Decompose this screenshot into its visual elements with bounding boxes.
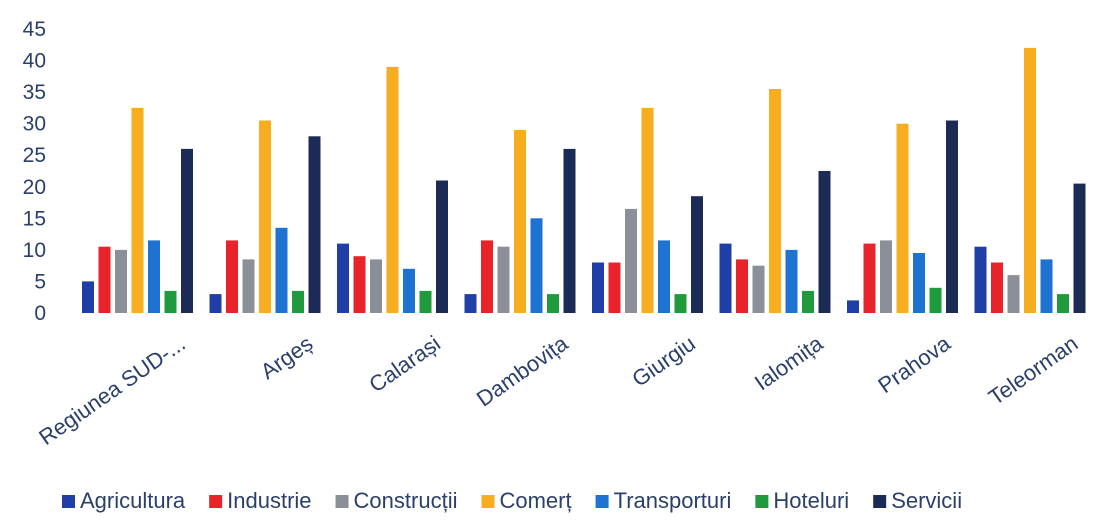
y-tick-label: 25 (23, 144, 46, 167)
bar-agricultura (464, 294, 477, 313)
bar-transporturi (658, 240, 670, 313)
x-axis: Regiunea SUD-... Argeș Calarași Dambovița Gi… (34, 330, 1082, 450)
bar-industrie (736, 259, 748, 313)
legend-swatch (335, 495, 349, 508)
legend-swatch (481, 495, 495, 508)
bar-hoteluri (419, 290, 432, 313)
legend-swatch (595, 495, 609, 508)
x-tick-label: Giurgiu (627, 331, 699, 392)
bar-agricultura (337, 243, 349, 313)
y-tick-label: 10 (23, 239, 46, 262)
x-tick-label: Prahova (873, 330, 955, 398)
bar-comer- (514, 130, 526, 313)
bar-hoteluri (674, 294, 687, 313)
bar-construc-ii (625, 208, 637, 313)
bar-comer- (259, 120, 271, 313)
bar-transporturi (913, 253, 925, 313)
legend-label: Transporturi (614, 488, 732, 513)
y-tick-label: 5 (34, 270, 46, 293)
bar-agricultura (592, 262, 604, 313)
bar-industrie (608, 262, 621, 313)
x-tick-label: Regiunea SUD-... (34, 331, 190, 450)
bar-comer- (769, 89, 781, 313)
y-tick-label: 45 (23, 18, 46, 41)
bar-hoteluri (1057, 294, 1069, 313)
bar-transporturi (785, 249, 798, 313)
y-tick-label: 20 (23, 176, 46, 199)
y-tick-label: 30 (23, 113, 46, 136)
bar-comer- (1024, 47, 1036, 314)
legend: Agricultura Industrie Construcții Comerț Tra… (62, 488, 962, 513)
bar-agricultura (847, 300, 859, 313)
bar-agricultura (719, 243, 732, 313)
bar-comer- (896, 123, 909, 313)
y-axis: 0 5 10 15 20 25 30 35 40 45 (23, 18, 46, 325)
bar-construc-ii (242, 259, 255, 313)
legend-label: Construcții (354, 488, 458, 513)
bar-servicii (308, 136, 321, 313)
bar-servicii (181, 148, 193, 313)
bar-comer- (386, 66, 399, 314)
bar-transporturi (148, 240, 160, 313)
legend-swatch (209, 495, 223, 508)
bar-servicii (946, 120, 958, 313)
x-tick-label: Dambovița (472, 330, 573, 411)
bar-hoteluri (292, 290, 304, 313)
legend-label: Industrie (227, 488, 311, 513)
bar-transporturi (275, 227, 288, 313)
bar-industrie (481, 240, 493, 313)
x-tick-label: Argeș (256, 331, 317, 384)
legend-swatch (873, 495, 887, 508)
bar-agricultura (209, 294, 222, 313)
bar-servicii (1073, 183, 1086, 313)
bar-construc-ii (370, 259, 382, 313)
y-tick-label: 40 (23, 50, 46, 73)
y-tick-label: 35 (23, 81, 46, 104)
bar-construc-ii (752, 265, 765, 313)
bar-transporturi (530, 218, 543, 313)
bar-servicii (436, 180, 448, 313)
legend-label: Servicii (891, 488, 962, 513)
bar-transporturi (403, 268, 415, 313)
y-tick-label: 0 (34, 302, 46, 325)
bar-construc-ii (1007, 275, 1020, 313)
bar-industrie (863, 243, 876, 313)
bar-construc-ii (880, 240, 892, 313)
legend-swatch (62, 495, 75, 508)
bar-servicii (563, 148, 576, 313)
bar-hoteluri (547, 294, 559, 313)
x-tick-label: Calarași (364, 331, 444, 398)
bar-transporturi (1040, 259, 1053, 313)
x-tick-label: Teleorman (984, 331, 1082, 410)
bar-industrie (98, 246, 111, 313)
bar-industrie (353, 256, 366, 313)
legend-label: Hoteluri (773, 488, 849, 513)
bar-servicii (818, 171, 831, 313)
bars (82, 47, 1086, 314)
bar-agricultura (974, 246, 987, 313)
bar-comer- (131, 107, 144, 314)
x-tick-label: Ialomița (750, 330, 828, 395)
legend-label: Comerț (499, 488, 571, 513)
bar-servicii (691, 196, 703, 313)
bar-comer- (641, 107, 654, 314)
legend-swatch (755, 495, 769, 508)
legend-label: Agricultura (80, 488, 186, 513)
bar-construc-ii (115, 249, 127, 313)
bar-industrie (991, 262, 1003, 313)
bar-construc-ii (497, 246, 510, 313)
bar-hoteluri (802, 290, 814, 313)
bar-hoteluri (929, 287, 942, 313)
y-tick-label: 15 (23, 207, 46, 230)
bar-industrie (226, 240, 238, 313)
bar-hoteluri (164, 290, 177, 313)
bar-agricultura (82, 281, 94, 313)
